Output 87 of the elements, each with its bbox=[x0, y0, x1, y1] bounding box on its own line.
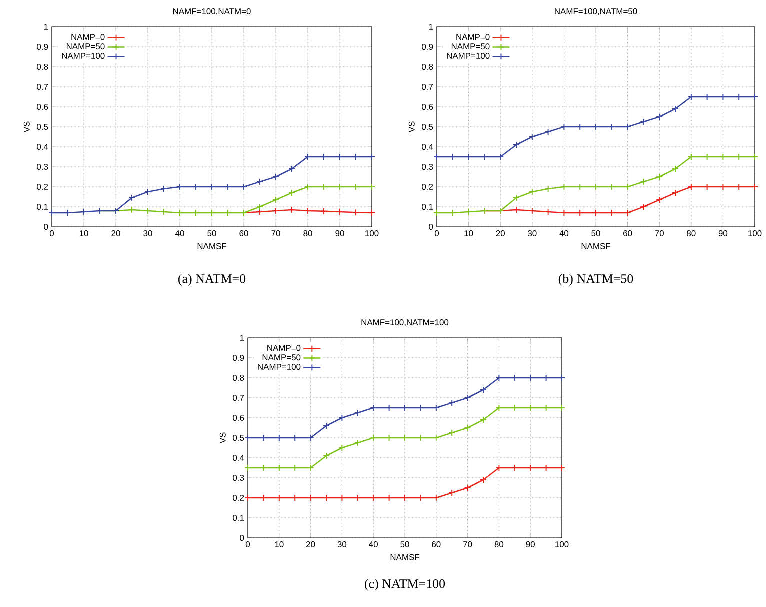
x-tick-label: 60 bbox=[624, 230, 632, 237]
y-tick-label: 0.7 bbox=[233, 395, 244, 401]
y-tick-label: 0.6 bbox=[422, 104, 434, 110]
legend-label: NAMP=100 bbox=[62, 52, 105, 59]
legend-label: NAMP=50 bbox=[66, 44, 105, 50]
x-axis-title: NAMSF bbox=[390, 554, 420, 560]
y-tick-label: 0.4 bbox=[37, 144, 48, 150]
y-tick-label: 0.8 bbox=[422, 64, 434, 70]
x-tick-label: 0 bbox=[246, 542, 250, 548]
y-tick-label: 0.9 bbox=[422, 44, 434, 50]
chart-title: NAMF=100,NATM=0 bbox=[173, 8, 251, 16]
legend-label: NAMP=50 bbox=[262, 354, 301, 361]
y-tick-label: 0.3 bbox=[233, 475, 244, 481]
x-tick-label: 20 bbox=[112, 230, 120, 237]
x-tick-label: 40 bbox=[175, 230, 184, 237]
legend-label: NAMP=100 bbox=[447, 52, 490, 59]
y-tick-label: 0.4 bbox=[422, 144, 434, 150]
x-tick-label: 60 bbox=[432, 542, 441, 548]
y-tick-label: 0.8 bbox=[37, 64, 48, 70]
x-tick-label: 80 bbox=[687, 230, 696, 237]
x-tick-label: 20 bbox=[306, 542, 316, 548]
x-tick-label: 10 bbox=[80, 230, 88, 237]
chart-title: NAMF=100,NATM=50 bbox=[555, 8, 638, 16]
y-tick-label: 1 bbox=[240, 335, 244, 341]
x-tick-label: 30 bbox=[144, 230, 152, 237]
y-tick-label: 1 bbox=[429, 24, 434, 30]
y-axis-title: VS bbox=[220, 432, 226, 444]
chart-title: NAMF=100,NATM=100 bbox=[362, 320, 449, 326]
x-tick-label: 100 bbox=[366, 230, 379, 237]
x-tick-label: 90 bbox=[718, 230, 728, 237]
y-tick-label: 0.3 bbox=[37, 164, 48, 170]
y-axis-title: VS bbox=[24, 122, 30, 133]
y-tick-label: 0.7 bbox=[37, 84, 48, 90]
x-tick-label: 0 bbox=[434, 230, 440, 237]
x-tick-label: 40 bbox=[560, 230, 569, 237]
y-tick-label: 0 bbox=[44, 224, 48, 230]
x-tick-label: 80 bbox=[494, 542, 504, 548]
y-tick-label: 0.9 bbox=[37, 44, 48, 50]
x-tick-label: 0 bbox=[50, 230, 54, 237]
x-tick-label: 70 bbox=[464, 542, 472, 548]
y-tick-label: 0.1 bbox=[37, 204, 48, 210]
y-tick-label: 0 bbox=[240, 535, 244, 541]
y-tick-label: 0.5 bbox=[233, 435, 244, 441]
legend-label: NAMP=50 bbox=[452, 44, 490, 50]
x-axis-title: NAMSF bbox=[198, 243, 226, 250]
x-tick-label: 100 bbox=[748, 230, 762, 237]
x-tick-label: 90 bbox=[526, 542, 535, 548]
x-tick-label: 60 bbox=[240, 230, 248, 237]
x-tick-label: 50 bbox=[208, 230, 216, 237]
text: (c) NATM=100 bbox=[365, 579, 446, 591]
x-tick-label: 80 bbox=[304, 230, 312, 237]
y-tick-label: 0.4 bbox=[233, 455, 244, 461]
x-tick-label: 90 bbox=[336, 230, 344, 237]
y-tick-label: 0.2 bbox=[233, 495, 244, 501]
y-tick-label: 0.6 bbox=[233, 415, 244, 421]
x-tick-label: 30 bbox=[338, 542, 347, 548]
x-tick-label: 10 bbox=[275, 542, 284, 548]
x-tick-label: 70 bbox=[655, 230, 664, 237]
y-tick-label: 0 bbox=[429, 224, 434, 230]
y-tick-label: 0.9 bbox=[233, 355, 244, 361]
legend-label: NAMP=0 bbox=[268, 345, 301, 352]
y-tick-label: 0.5 bbox=[422, 124, 434, 130]
y-tick-label: 0.7 bbox=[422, 84, 434, 90]
y-tick-label: 0.5 bbox=[37, 124, 48, 130]
x-tick-label: 10 bbox=[464, 230, 474, 237]
x-tick-label: 30 bbox=[528, 230, 537, 237]
y-tick-label: 1 bbox=[44, 24, 48, 30]
y-tick-label: 0.2 bbox=[422, 184, 434, 190]
y-tick-label: 0.3 bbox=[422, 164, 434, 170]
text: (b) NATM=50 bbox=[558, 274, 634, 286]
legend-label: NAMP=0 bbox=[456, 34, 490, 40]
x-tick-label: 70 bbox=[272, 230, 280, 237]
legend-label: NAMP=100 bbox=[258, 364, 301, 370]
x-axis-title: NAMSF bbox=[582, 243, 610, 250]
x-tick-label: 50 bbox=[592, 230, 600, 237]
x-tick-label: 20 bbox=[496, 230, 505, 237]
x-tick-label: 100 bbox=[556, 542, 569, 548]
x-tick-label: 50 bbox=[400, 542, 410, 548]
y-tick-label: 0.6 bbox=[37, 104, 48, 110]
y-tick-label: 0.8 bbox=[233, 375, 244, 381]
legend-label: NAMP=0 bbox=[72, 34, 105, 40]
y-axis-title: VS bbox=[408, 122, 415, 133]
y-tick-label: 0.2 bbox=[37, 184, 48, 190]
text: (a) NATM=0 bbox=[178, 274, 246, 286]
y-tick-label: 0.1 bbox=[233, 515, 244, 521]
y-tick-label: 0.1 bbox=[422, 204, 434, 210]
x-tick-label: 40 bbox=[369, 542, 378, 548]
